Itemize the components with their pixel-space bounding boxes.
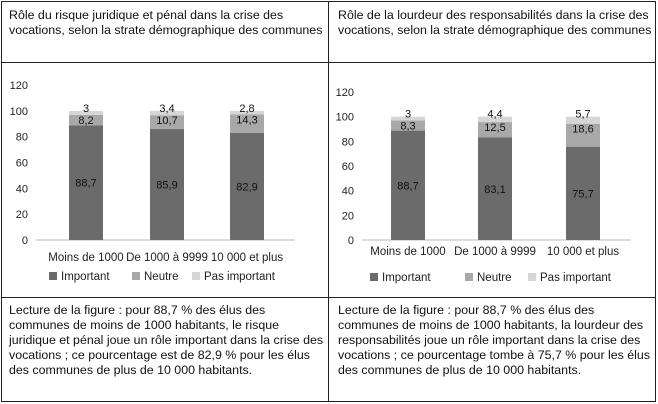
- data-label: 5,7: [575, 109, 590, 121]
- bar-segment-important: [391, 130, 425, 240]
- y-tick-label: 100: [10, 106, 28, 118]
- data-label: 18,6: [572, 124, 593, 136]
- y-tick-label: 60: [16, 158, 28, 170]
- data-label: 3: [405, 109, 411, 121]
- left-panel-title: Rôle du risque juridique et pénal dans l…: [9, 8, 323, 37]
- legend-swatch: [465, 273, 473, 281]
- left-panel-caption: Lecture de la figure : pour 88,7 % des é…: [9, 303, 324, 377]
- legend-swatch: [132, 272, 140, 280]
- category-label: Moins de 1000: [48, 252, 123, 264]
- data-label: 3,4: [159, 103, 174, 115]
- category-label: De 1000 à 9999: [454, 246, 536, 258]
- legend-swatch: [192, 272, 200, 280]
- legend-label: Neutre: [144, 271, 179, 283]
- y-tick-label: 0: [22, 235, 28, 247]
- legend-swatch: [528, 273, 536, 281]
- chart-row-divider: [1, 297, 656, 298]
- legend-label: Pas important: [540, 272, 612, 284]
- data-label: 8,2: [78, 115, 93, 127]
- legend-swatch: [49, 272, 57, 280]
- bar-segment-important: [566, 146, 600, 240]
- legend-swatch: [370, 273, 378, 281]
- y-tick-label: 40: [16, 183, 28, 195]
- data-label: 2,8: [239, 103, 254, 115]
- y-tick-label: 120: [336, 87, 354, 99]
- y-tick-label: 0: [348, 235, 354, 247]
- title-row-divider: [1, 62, 656, 63]
- data-label: 8,3: [400, 120, 415, 132]
- data-label: 83,1: [484, 184, 505, 196]
- data-label: 3: [83, 103, 89, 115]
- bar-segment-important: [230, 132, 264, 240]
- y-tick-label: 60: [342, 161, 354, 173]
- bar-segment-neutre: [566, 123, 600, 147]
- y-tick-label: 80: [342, 136, 354, 148]
- category-label: De 1000 à 9999: [126, 252, 208, 264]
- y-tick-label: 20: [16, 209, 28, 221]
- bar-segment-important: [150, 129, 184, 240]
- right-panel-title: Rôle de la lourdeur des responsabilités …: [338, 8, 652, 37]
- bar-segment-important: [478, 137, 512, 240]
- bar-segment-pas-important: [391, 116, 425, 121]
- legend-label: Important: [382, 272, 431, 284]
- data-label: 14,3: [236, 114, 257, 126]
- data-label: 88,7: [75, 178, 96, 190]
- y-tick-label: 120: [10, 80, 28, 92]
- bar-segment-neutre: [478, 122, 512, 138]
- data-label: 10,7: [156, 115, 177, 127]
- right-panel-caption: Lecture de la figure : pour 88,7 % des é…: [338, 303, 651, 377]
- column-divider: [328, 1, 329, 402]
- bar-segment-pas-important: [566, 116, 600, 124]
- legend-label: Important: [61, 271, 110, 283]
- bar-segment-pas-important: [150, 110, 184, 116]
- bar-segment-pas-important: [69, 110, 103, 115]
- right-stacked-bar-chart: 0 20 40 60 80 100 120 88,7 8,33 Moins de 1000 83,1…: [336, 87, 631, 284]
- bar-segment-neutre: [230, 114, 264, 133]
- legend-label: Neutre: [477, 272, 512, 284]
- y-tick-label: 100: [336, 112, 354, 124]
- legend-label: Pas important: [204, 271, 276, 283]
- data-label: 12,5: [484, 122, 505, 134]
- bar-segment-pas-important: [478, 116, 512, 123]
- bar-segment-pas-important: [230, 110, 264, 115]
- category-label: 10 000 et plus: [211, 252, 284, 264]
- data-label: 75,7: [572, 188, 593, 200]
- y-tick-label: 20: [342, 210, 354, 222]
- data-label: 82,9: [236, 181, 257, 193]
- bar-segment-neutre: [69, 114, 103, 126]
- data-label: 88,7: [397, 180, 418, 192]
- data-label: 85,9: [156, 180, 177, 192]
- y-tick-label: 40: [342, 186, 354, 198]
- bar-segment-neutre: [391, 120, 425, 131]
- bar-segment-neutre: [150, 115, 184, 130]
- category-label: 10 000 et plus: [547, 246, 620, 258]
- category-label: Moins de 1000: [370, 246, 445, 258]
- y-tick-label: 80: [16, 132, 28, 144]
- bar-segment-important: [69, 125, 103, 240]
- left-stacked-bar-chart: 0 20 40 60 80 100 120 88,7 8,23 Moins de 1000 85,9…: [10, 80, 295, 283]
- data-label: 4,4: [487, 109, 502, 121]
